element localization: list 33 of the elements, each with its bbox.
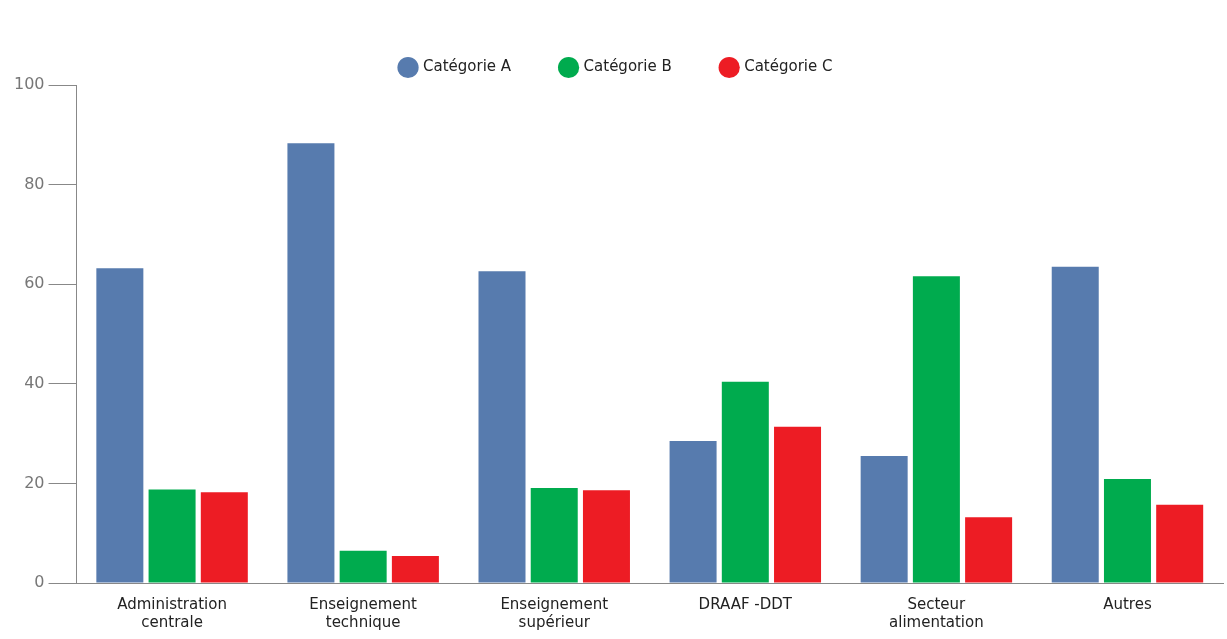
bar: [478, 271, 526, 583]
x-tick-label: Administration centrale: [117, 594, 227, 631]
bar: [965, 517, 1013, 583]
bar: [148, 489, 196, 583]
bar: [582, 490, 630, 583]
bar: [96, 268, 144, 583]
bar: [912, 276, 960, 583]
y-tick-label: 60: [24, 273, 45, 293]
bar: [860, 456, 908, 583]
y-tick-label: 80: [24, 173, 45, 193]
legend-label: Catégorie C: [744, 57, 833, 76]
x-tick-label: Secteur alimentation: [889, 594, 984, 631]
y-tick-label: 100: [13, 74, 45, 94]
x-tick-label: Autres: [1103, 594, 1152, 613]
legend-label: Catégorie A: [423, 57, 512, 76]
bar: [1051, 266, 1099, 583]
bar: [530, 487, 578, 583]
bar: [200, 492, 248, 583]
bar: [287, 143, 335, 583]
bar: [339, 550, 387, 583]
x-tick-label: DRAAF -DDT: [698, 594, 793, 613]
bar: [774, 426, 822, 583]
bar: [1156, 504, 1204, 583]
bar: [391, 556, 439, 583]
bar: [669, 441, 717, 583]
x-tick-label: Enseignement technique: [309, 594, 418, 631]
bar: [1103, 478, 1151, 583]
y-tick-label: 20: [24, 472, 45, 492]
legend-label: Catégorie B: [583, 57, 672, 76]
y-tick-label: 0: [34, 572, 45, 592]
x-tick-label: Enseignement supérieur: [500, 594, 609, 631]
y-tick-label: 40: [24, 372, 45, 392]
bar: [721, 381, 769, 583]
